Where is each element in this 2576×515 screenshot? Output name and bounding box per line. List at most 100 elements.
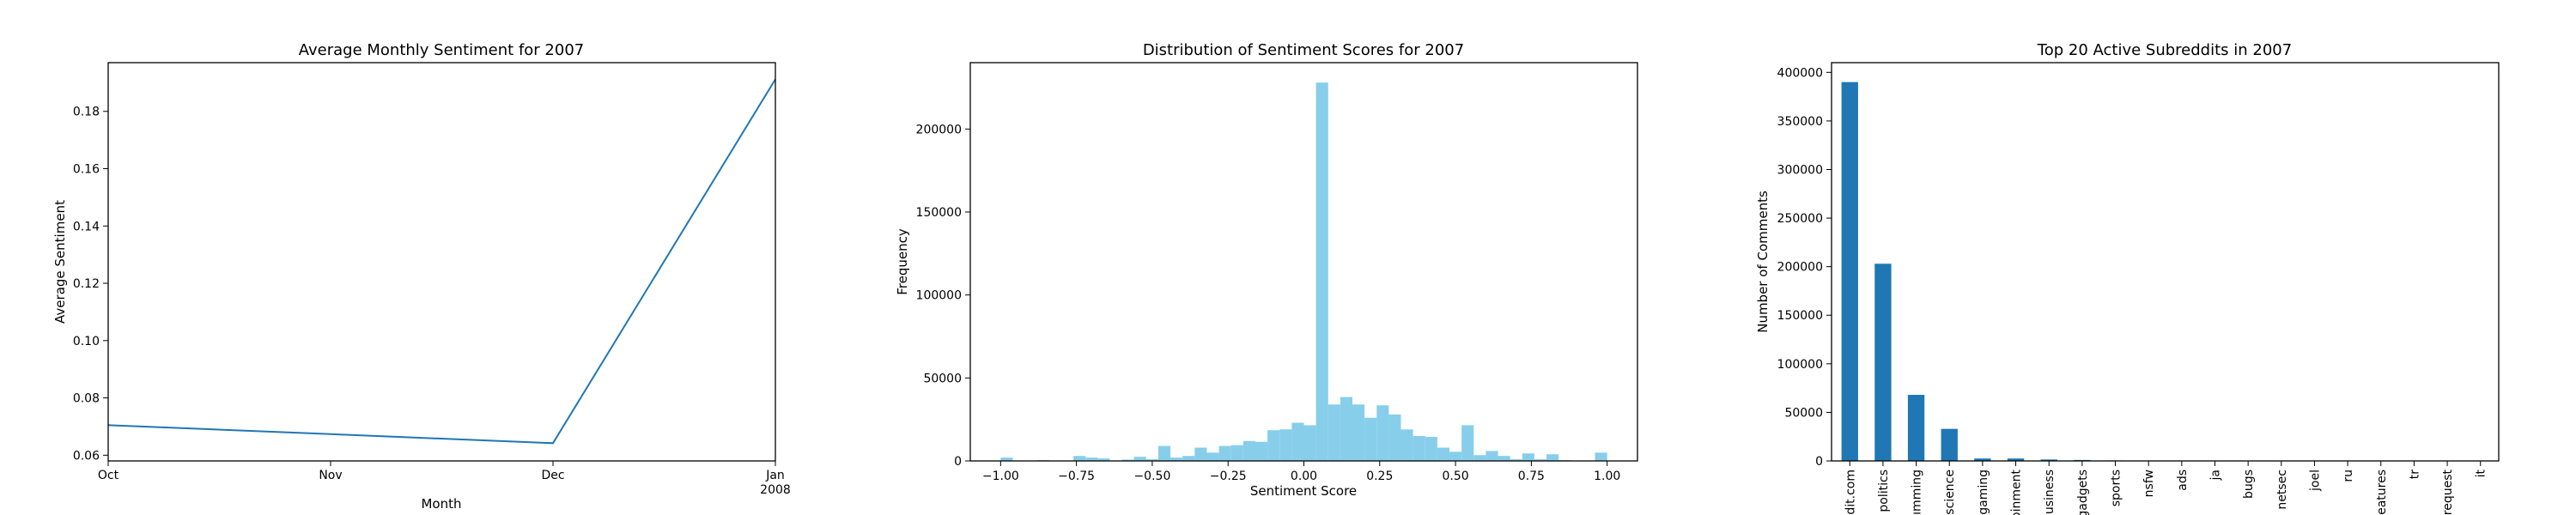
chart1-xtick-label: Nov — [319, 469, 342, 482]
chart2-bar — [1303, 425, 1316, 461]
chart2-xtick-label: −0.75 — [1058, 470, 1095, 483]
chart2-xtick-label: −0.50 — [1133, 470, 1170, 483]
chart3-ytick-label: 250000 — [1777, 212, 1823, 226]
chart2-xtick-label: 0.00 — [1291, 470, 1317, 483]
chart1-ytick-label: 0.10 — [73, 335, 100, 348]
chart2-bar — [1425, 436, 1437, 461]
chart3-xtick-label: ja — [2208, 470, 2222, 481]
chart3-xtick-label: joel — [2308, 470, 2322, 492]
chart3-bar — [2007, 458, 2025, 461]
chart2-bar — [1352, 404, 1365, 461]
chart3-title: Top 20 Active Subreddits in 2007 — [2037, 41, 2292, 59]
chart2-ytick-label: 200000 — [916, 123, 962, 136]
chart1-ytick-label: 0.08 — [73, 392, 100, 406]
chart3-plot-area: 0 50000 100000 150000 200000 250000 300000 3500… — [1777, 66, 2489, 515]
chart2-bar — [1315, 82, 1328, 461]
chart2-bar — [1000, 457, 1013, 461]
chart1-ytick-label: 0.16 — [73, 163, 100, 177]
chart3-bar — [1941, 428, 1958, 461]
chart2-bar — [1073, 456, 1086, 461]
chart2-bar — [1291, 422, 1304, 461]
chart2-bar — [1242, 440, 1255, 461]
chart2-bar — [1413, 436, 1425, 461]
chart1-xtick-label: Dec — [541, 469, 564, 482]
chart2-xtick-label: 1.00 — [1594, 470, 1620, 483]
chart3-xtick-label: nsfw — [2142, 470, 2156, 497]
chart2-xtick-label: 0.25 — [1366, 470, 1393, 483]
chart2-bar — [1121, 459, 1134, 461]
chart2-bar — [1498, 456, 1510, 461]
chart3-xtick-label: ɔinment — [2010, 470, 2024, 515]
chart3-xtick-label: usiness — [2043, 470, 2057, 514]
chart3-xtick-label: request — [2441, 469, 2455, 515]
chart3-bar — [2040, 459, 2057, 461]
chart2-ytick-label: 100000 — [916, 289, 962, 303]
chart3-ytick-label: 350000 — [1777, 115, 1823, 129]
chart3-xtick-label: ads — [2176, 470, 2190, 491]
chart2-bar — [1400, 429, 1413, 461]
chart2-bar — [1267, 430, 1280, 461]
chart2-bar — [1546, 454, 1559, 461]
chart2-bar — [1279, 429, 1292, 461]
chart2-plot-area: 0 50000 100000 150000 200000 −1.00 −0.75 −0.50 −… — [916, 82, 1620, 483]
chart2-title: Distribution of Sentiment Scores for 200… — [1143, 41, 1464, 59]
chart2-bar — [1194, 447, 1207, 461]
chart3-xtick-label: gaming — [1977, 470, 1990, 515]
chart3-xtick-label: it — [2475, 470, 2488, 478]
chart3-ytick-label: 50000 — [1784, 406, 1823, 420]
chart2-bar — [1388, 414, 1401, 461]
chart1-ytick-label: 0.06 — [73, 449, 100, 463]
chart3-xtick-label: bugs — [2242, 470, 2256, 499]
chart3-ytick-label: 400000 — [1777, 66, 1823, 80]
chart3-xtick-label: ieatures — [2375, 470, 2389, 515]
chart3-bar — [1841, 82, 1858, 461]
chart1-ylabel: Average Sentiment — [52, 200, 68, 324]
chart2-ytick-label: 0 — [954, 455, 962, 469]
chart2-bar — [1145, 459, 1158, 461]
chart3-bar — [1974, 458, 1991, 461]
chart3-bar — [1874, 264, 1892, 461]
chart2-bar — [1510, 459, 1522, 461]
chart2-xtick-label: −0.25 — [1210, 470, 1247, 483]
chart2-bar — [1157, 445, 1171, 461]
chart1-series-line — [107, 78, 776, 445]
chart-line-panel: Average Monthly Sentiment for 2007 0.060… — [52, 41, 791, 512]
chart1-ytick-label: 0.12 — [73, 277, 100, 291]
chart1-plot-area: 0.06 0.08 0.10 0.12 0.14 0.16 0.18 Oct Nov Dec Jan… — [73, 78, 791, 497]
chart2-xtick-label: 0.50 — [1443, 470, 1469, 483]
chart3-xtick-label: ımming — [1911, 470, 1924, 515]
chart3-xtick-label: gadgets — [2076, 470, 2090, 515]
chart1-xlabel: Month — [421, 496, 461, 512]
chart2-bar — [1085, 457, 1098, 461]
chart2-bar — [1218, 445, 1231, 461]
chart2-bar — [1437, 447, 1450, 461]
chart3-xtick-label: sports — [2110, 470, 2123, 506]
chart3-xtick-label: science — [1943, 470, 1957, 515]
chart3-ylabel: Number of Comments — [1755, 191, 1771, 333]
chart2-bar — [1522, 453, 1534, 461]
chart2-bar — [1485, 451, 1498, 461]
chart2-bar — [1097, 458, 1110, 461]
chart2-bar — [1376, 405, 1389, 461]
chart2-ytick-label: 150000 — [916, 206, 962, 220]
chart2-xtick-label: 0.75 — [1518, 470, 1545, 483]
chart2-ylabel: Frequency — [895, 228, 910, 295]
chart2-bar — [1595, 452, 1607, 461]
chart3-frame — [1831, 62, 2500, 462]
chart2-xtick-label: −1.00 — [982, 470, 1019, 483]
chart2-bar — [1461, 425, 1474, 461]
chart2-bar — [1182, 456, 1195, 461]
chart2-bar — [1449, 451, 1462, 461]
chart2-bar — [1133, 457, 1146, 461]
chart-histogram-panel: Distribution of Sentiment Scores for 200… — [895, 41, 1638, 499]
chart3-ytick-label: 100000 — [1777, 358, 1823, 372]
chart3-xtick-label: politics — [1877, 470, 1891, 512]
chart2-bar — [1170, 457, 1183, 461]
chart2-bar — [1340, 397, 1353, 461]
chart1-xtick-label: Oct — [98, 469, 119, 482]
chart3-ytick-label: 0 — [1815, 455, 1823, 469]
chart2-bar — [1534, 459, 1547, 461]
chart2-bar — [1206, 452, 1219, 461]
chart3-xtick-label: netsec — [2275, 470, 2289, 510]
